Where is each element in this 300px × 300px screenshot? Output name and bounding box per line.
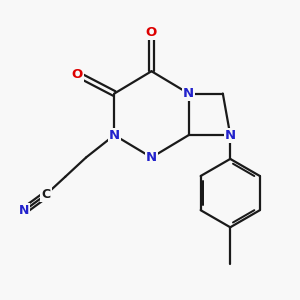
Text: O: O xyxy=(72,68,83,81)
Text: N: N xyxy=(225,129,236,142)
Text: O: O xyxy=(146,26,157,39)
Text: N: N xyxy=(146,151,157,164)
Text: N: N xyxy=(183,87,194,100)
Text: N: N xyxy=(109,129,120,142)
Text: C: C xyxy=(41,188,50,201)
Text: N: N xyxy=(19,204,29,218)
